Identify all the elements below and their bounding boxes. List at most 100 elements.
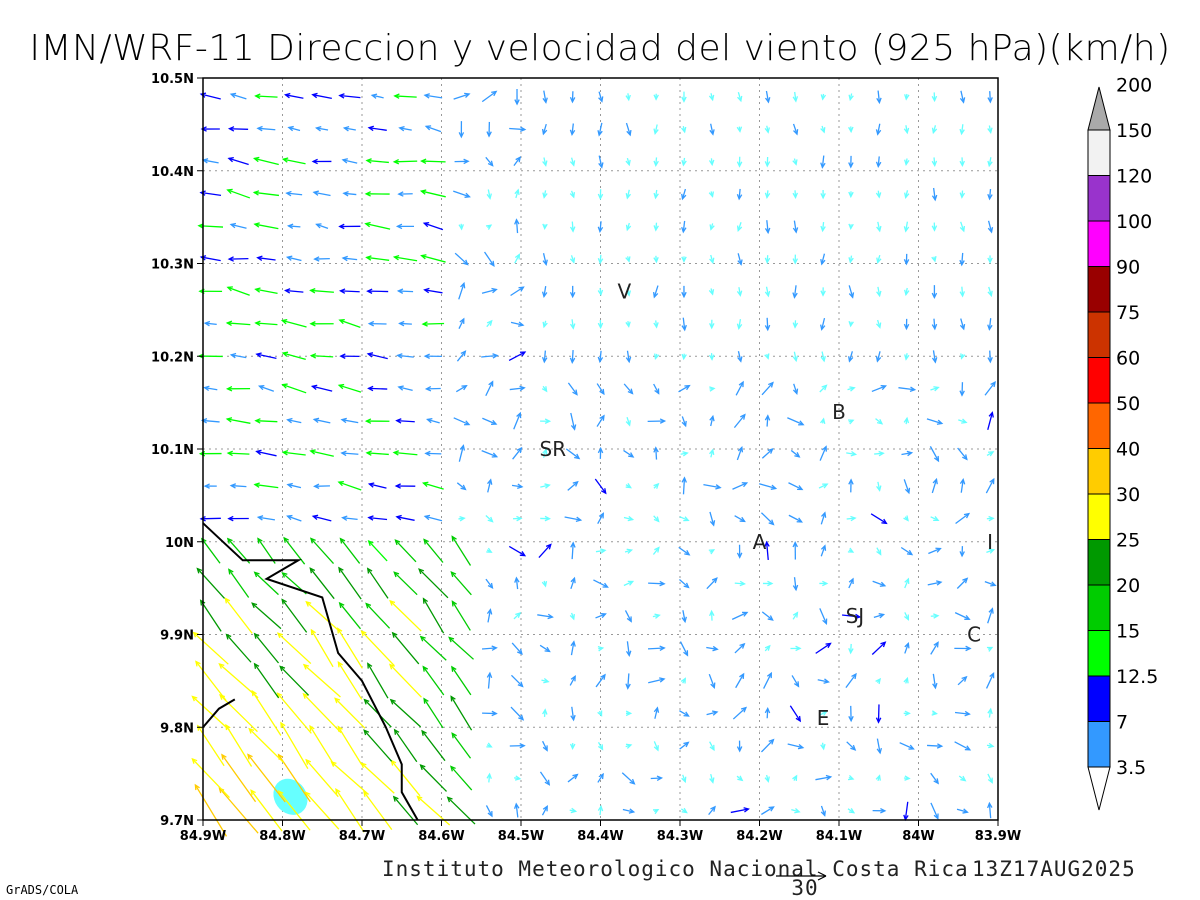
wind-arrow xyxy=(815,774,833,781)
wind-arrow-shaft xyxy=(390,760,421,797)
wind-arrow xyxy=(396,288,414,294)
wind-arrow-head xyxy=(227,256,234,262)
wind-arrow-head xyxy=(191,757,198,764)
wind-arrow-shaft xyxy=(845,673,857,689)
wind-arrow-shaft xyxy=(255,322,278,326)
wind-arrow xyxy=(458,281,466,300)
wind-arrow-head xyxy=(312,417,320,424)
wind-arrow xyxy=(625,256,631,263)
wind-arrow-shaft xyxy=(955,513,970,524)
wind-arrow-head xyxy=(960,353,966,360)
wind-arrow xyxy=(455,384,468,393)
wind-arrow-head xyxy=(519,351,527,357)
wind-arrow xyxy=(815,642,832,654)
wind-arrow-shaft xyxy=(425,125,442,133)
wind-arrow-head xyxy=(543,678,550,684)
wind-arrow-shaft xyxy=(339,94,361,99)
wind-arrow xyxy=(959,190,966,199)
wind-arrow-head xyxy=(367,320,375,327)
wind-arrow xyxy=(366,288,389,294)
wind-arrow xyxy=(252,190,280,197)
wind-arrow-shaft xyxy=(481,647,497,650)
wind-arrow xyxy=(227,126,249,132)
wind-arrow-head xyxy=(598,162,604,169)
wind-arrow-shaft xyxy=(338,567,362,600)
wind-arrow xyxy=(904,287,910,297)
wind-arrow-head xyxy=(764,127,770,134)
wind-arrow-head xyxy=(280,318,288,325)
wind-arrow-shaft xyxy=(570,577,576,589)
wind-arrow-head xyxy=(569,291,576,299)
wind-arrow-shaft xyxy=(598,91,603,102)
wind-arrow xyxy=(309,321,334,327)
wind-arrow-head xyxy=(933,516,940,522)
wind-arrow-shaft xyxy=(283,451,306,456)
wind-arrow xyxy=(423,514,443,522)
wind-arrow xyxy=(625,350,632,364)
wind-arrow-head xyxy=(959,160,965,168)
wind-arrow xyxy=(541,123,548,136)
wind-arrow-head xyxy=(820,810,826,817)
wind-arrow-shaft xyxy=(709,741,715,751)
wind-arrow-head xyxy=(464,192,471,198)
wind-arrow-shaft xyxy=(316,223,329,230)
wind-arrow-head xyxy=(881,518,888,525)
wind-arrow-shaft xyxy=(342,517,358,521)
wind-arrow-head xyxy=(203,320,211,327)
wind-arrow-head xyxy=(360,630,367,637)
wind-arrow xyxy=(597,319,604,330)
wind-arrow-shaft xyxy=(599,221,602,232)
wind-arrow-shaft xyxy=(570,641,575,656)
wind-arrow-shaft xyxy=(481,90,497,103)
wind-arrow-head xyxy=(904,94,910,101)
wind-arrow xyxy=(708,288,715,296)
wind-arrow xyxy=(485,224,493,230)
wind-arrow xyxy=(542,253,548,267)
wind-arrow-head xyxy=(570,541,576,548)
wind-arrow-head xyxy=(569,226,576,233)
wind-arrow-head xyxy=(451,600,457,607)
wind-arrow-head xyxy=(935,547,942,553)
wind-arrow-shaft xyxy=(312,385,333,392)
wind-arrow-head xyxy=(515,156,521,163)
wind-arrow xyxy=(875,704,882,724)
wind-arrow-head xyxy=(197,223,204,229)
wind-arrow xyxy=(654,353,660,360)
wind-arrow-head xyxy=(797,743,805,750)
wind-arrow-head xyxy=(285,255,293,261)
wind-arrow-head xyxy=(229,222,237,229)
wind-arrow-head xyxy=(255,352,262,358)
wind-arrow xyxy=(398,125,412,132)
wind-arrow-shaft xyxy=(734,515,745,522)
colorbar-label: 25 xyxy=(1116,530,1140,552)
wind-arrow-shaft xyxy=(365,603,391,629)
wind-arrow xyxy=(337,383,362,393)
wind-arrow xyxy=(364,418,390,424)
wind-arrow-head xyxy=(876,290,882,298)
wind-arrow-head xyxy=(876,322,882,329)
wind-arrow xyxy=(254,418,278,424)
wind-arrow-head xyxy=(398,125,405,132)
wind-arrow xyxy=(393,728,418,763)
wind-arrow-head xyxy=(335,787,341,795)
wind-arrow xyxy=(930,802,939,820)
wind-arrow-head xyxy=(987,777,993,784)
wind-arrow xyxy=(871,641,887,655)
wind-arrow-shaft xyxy=(876,351,881,362)
wind-arrow xyxy=(305,758,339,798)
wind-arrow-shaft xyxy=(394,451,418,456)
wind-arrow-head xyxy=(876,257,882,265)
wind-arrow-shaft xyxy=(653,383,660,394)
wind-arrow xyxy=(305,600,339,631)
wind-arrow-head xyxy=(988,515,995,522)
wind-arrow xyxy=(421,321,445,327)
wind-arrow-shaft xyxy=(818,483,828,489)
wind-arrow-shaft xyxy=(932,187,936,200)
wind-arrow-shaft xyxy=(485,578,493,589)
wind-arrow xyxy=(203,320,217,327)
wind-arrow xyxy=(653,93,659,101)
wind-arrow xyxy=(736,126,743,133)
wind-arrow-shaft xyxy=(423,698,444,729)
wind-arrow xyxy=(871,384,888,393)
wind-arrow-head xyxy=(338,566,344,573)
